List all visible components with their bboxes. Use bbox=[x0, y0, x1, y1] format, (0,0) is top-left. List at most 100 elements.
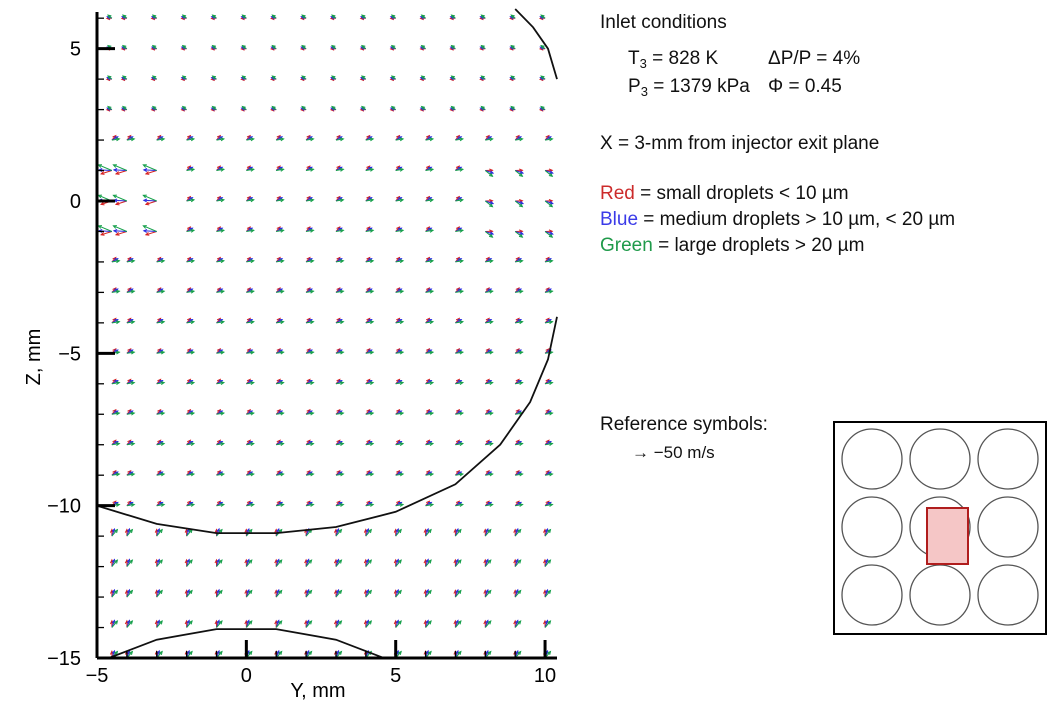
vector-arrowhead bbox=[112, 228, 118, 233]
vector-arrowhead bbox=[250, 228, 255, 233]
vector-arrowhead bbox=[112, 164, 117, 168]
vector-arrow bbox=[365, 321, 374, 324]
vector-arrowhead bbox=[190, 259, 196, 264]
vector-arrowhead bbox=[129, 319, 134, 323]
vector-arrowhead bbox=[220, 259, 226, 264]
reference-symbols-title: Reference symbols: bbox=[600, 414, 768, 435]
vector-arrow bbox=[305, 559, 312, 567]
vector-arrow bbox=[425, 590, 432, 598]
vector-arrowhead bbox=[489, 289, 494, 294]
vector-arrowhead bbox=[124, 558, 129, 564]
vector-arrowhead bbox=[489, 168, 494, 173]
vector-arrowhead bbox=[483, 528, 488, 533]
vector-arrowhead bbox=[368, 379, 373, 384]
vector-arrowhead bbox=[113, 650, 119, 656]
vector-arrow bbox=[306, 138, 314, 141]
vector-arrowhead bbox=[280, 472, 285, 477]
vector-arrowhead bbox=[338, 501, 343, 506]
vector-arrow bbox=[246, 559, 253, 567]
vector-arrowhead bbox=[190, 411, 196, 416]
vector-arrow bbox=[246, 351, 254, 354]
vector-arrow bbox=[216, 504, 224, 507]
vector-arrow bbox=[113, 164, 128, 171]
vector-arrow bbox=[514, 559, 522, 567]
vector-arrowhead bbox=[397, 379, 403, 384]
vector-arrowhead bbox=[142, 164, 147, 168]
vector-arrowhead bbox=[518, 168, 524, 173]
vector-arrowhead bbox=[547, 650, 552, 656]
vector-arrowhead bbox=[517, 471, 523, 476]
vector-arrowhead bbox=[115, 320, 121, 325]
vector-arrow bbox=[246, 138, 254, 141]
vector-arrow bbox=[395, 260, 404, 263]
vector-arrow bbox=[246, 590, 253, 598]
vector-arrowhead bbox=[399, 259, 405, 264]
vector-arrowhead bbox=[397, 528, 402, 534]
vector-arrowhead bbox=[517, 319, 522, 323]
vector-arrowhead bbox=[399, 228, 405, 233]
vector-arrowhead bbox=[220, 350, 226, 355]
legend-red: Red = small droplets < 10 µm bbox=[600, 183, 849, 204]
vector-arrow bbox=[395, 412, 404, 415]
vector-arrowhead bbox=[429, 381, 435, 386]
y-tick-label: −15 bbox=[47, 648, 81, 670]
vector-arrowhead bbox=[487, 319, 493, 323]
vector-arrow bbox=[216, 559, 223, 567]
vector-arrowhead bbox=[310, 137, 315, 142]
vector-arrowhead bbox=[114, 171, 120, 175]
legend-green: Green = large droplets > 20 µm bbox=[600, 235, 865, 256]
vector-arrow bbox=[126, 138, 135, 141]
vector-arrowhead bbox=[115, 442, 121, 447]
equivalence-ratio: Φ = 0.45 bbox=[768, 76, 842, 97]
vector-arrow bbox=[335, 473, 344, 476]
vector-arrowhead bbox=[159, 288, 164, 293]
vector-arrowhead bbox=[363, 558, 368, 564]
vector-arrow bbox=[485, 473, 493, 476]
vector-arrow bbox=[335, 138, 344, 141]
vector-arrowhead bbox=[453, 528, 458, 533]
vector-arrowhead bbox=[218, 136, 224, 140]
vector-arrow bbox=[425, 443, 434, 446]
vector-arrowhead bbox=[115, 289, 121, 294]
vector-arrow bbox=[365, 620, 372, 628]
vector-arrowhead bbox=[121, 75, 127, 80]
vector-arrow bbox=[100, 231, 113, 236]
vector-arrow bbox=[395, 168, 404, 171]
vector-arrowhead bbox=[304, 589, 309, 594]
vector-arrowhead bbox=[244, 528, 249, 533]
vector-arrowhead bbox=[115, 350, 121, 355]
vector-arrowhead bbox=[100, 201, 105, 206]
vector-arrow bbox=[143, 164, 157, 171]
vector-arrowhead bbox=[130, 442, 136, 447]
vector-arrowhead bbox=[339, 350, 345, 355]
vector-arrowhead bbox=[548, 233, 554, 238]
vector-arrow bbox=[156, 351, 165, 354]
vector-arrowhead bbox=[248, 471, 254, 476]
vector-arrowhead bbox=[429, 198, 435, 203]
vector-arrowhead bbox=[423, 528, 428, 533]
vector-arrow bbox=[395, 473, 404, 476]
vector-arrowhead bbox=[487, 136, 493, 140]
vector-arrow bbox=[544, 620, 551, 628]
vector-arrow bbox=[186, 620, 193, 628]
vector-arrowhead bbox=[369, 350, 375, 355]
vector-arrow bbox=[156, 382, 165, 385]
vector-arrowhead bbox=[248, 227, 254, 232]
vector-arrow bbox=[305, 590, 312, 598]
vector-arrowhead bbox=[160, 442, 166, 447]
vector-arrow bbox=[186, 382, 195, 385]
vector-arrowhead bbox=[333, 589, 338, 594]
vector-arrowhead bbox=[487, 379, 493, 384]
vector-arrowhead bbox=[547, 620, 552, 625]
vector-arrowhead bbox=[399, 411, 405, 416]
vector-arrowhead bbox=[393, 589, 398, 594]
vector-arrow bbox=[485, 382, 493, 385]
vector-arrow bbox=[186, 290, 195, 293]
vector-arrow bbox=[126, 382, 135, 385]
vector-arrowhead bbox=[487, 471, 493, 476]
vector-arrowhead bbox=[129, 136, 134, 140]
vector-arrow bbox=[545, 504, 553, 507]
vector-arrowhead bbox=[335, 619, 340, 624]
vector-arrowhead bbox=[427, 650, 432, 656]
vector-arrowhead bbox=[517, 410, 522, 415]
